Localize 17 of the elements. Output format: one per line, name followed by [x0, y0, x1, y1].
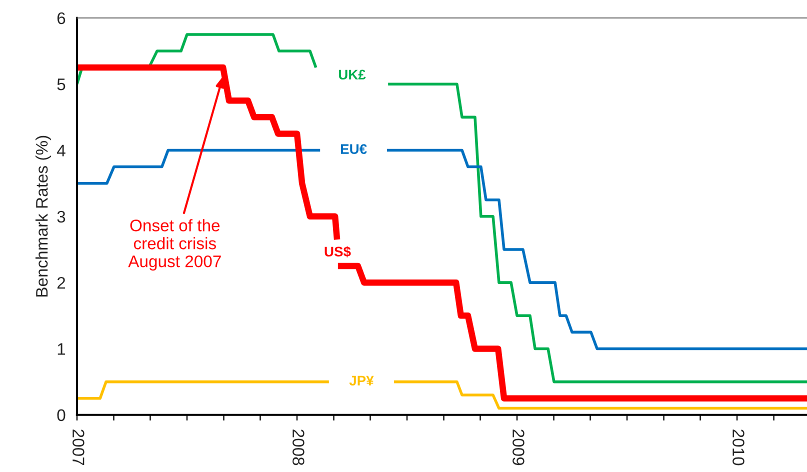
y-axis-title: Benchmark Rates (%): [36, 136, 52, 297]
series-label: UK£: [338, 70, 366, 80]
x-tick-label: 2009: [512, 430, 524, 466]
y-tick-label: 3: [57, 210, 66, 223]
x-tick-label: 2007: [72, 430, 84, 466]
x-tick-label: 2010: [732, 430, 744, 466]
series-label: JP¥: [349, 376, 374, 386]
annotation: Onset of the credit crisis August 2007: [128, 219, 221, 271]
y-tick-label: 5: [57, 78, 66, 90]
series-label: US$: [324, 246, 351, 258]
y-tick-label: 6: [57, 12, 66, 24]
x-tick-label: 2008: [292, 430, 304, 466]
y-tick-label: 4: [56, 144, 66, 156]
y-tick-label: 1: [58, 343, 66, 355]
y-tick-label: 0: [57, 409, 66, 422]
y-tick-label: 2: [57, 276, 66, 289]
series-label: EU€: [340, 144, 367, 154]
